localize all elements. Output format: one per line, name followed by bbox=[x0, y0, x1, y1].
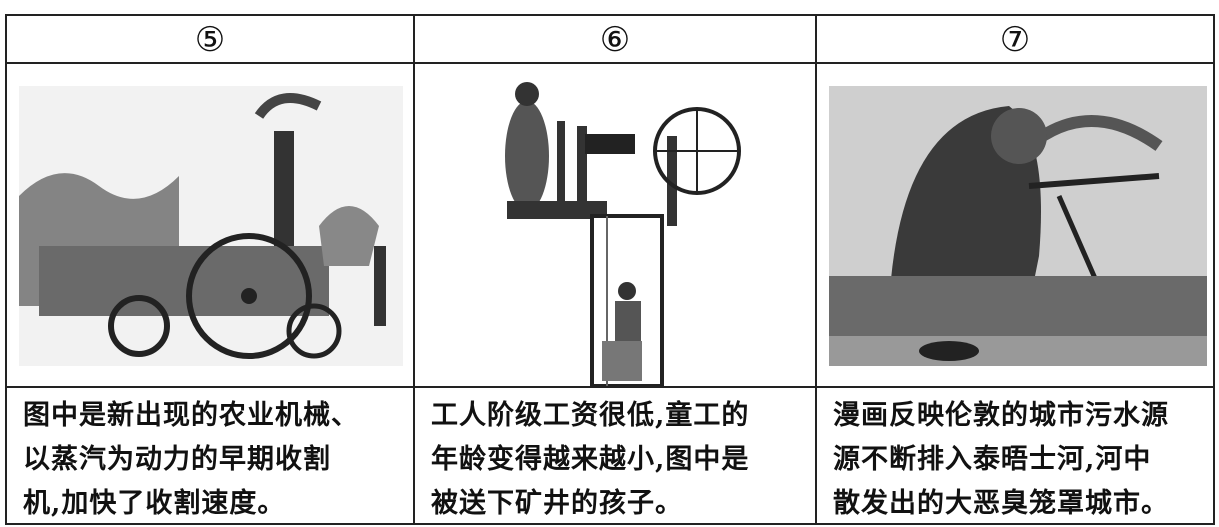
illustration bbox=[19, 86, 403, 366]
header-cell: ⑤ bbox=[194, 20, 226, 60]
illustration bbox=[505, 82, 741, 386]
caption: 图中是新出现的农业机械、 以蒸汽为动力的早期收割 机,加快了收割速度。 bbox=[7, 394, 413, 526]
column-divider bbox=[413, 16, 415, 523]
row-divider bbox=[7, 386, 1213, 388]
header-cell: ⑥ bbox=[599, 20, 631, 60]
caption-line: 散发出的大恶臭笼罩城市。 bbox=[833, 488, 1169, 519]
column-divider bbox=[815, 16, 817, 523]
caption-line: 漫画反映伦敦的城市污水源 bbox=[833, 400, 1169, 431]
row-divider bbox=[7, 62, 1213, 64]
caption-line: 年龄变得越来越小,图中是 bbox=[431, 444, 750, 475]
caption-line: 工人阶级工资很低,童工的 bbox=[431, 400, 750, 431]
header-cell: ⑦ bbox=[999, 20, 1031, 60]
caption-line: 机,加快了收割速度。 bbox=[23, 488, 286, 519]
caption: 漫画反映伦敦的城市污水源 源不断排入泰晤士河,河中 散发出的大恶臭笼罩城市。 bbox=[817, 394, 1213, 526]
caption-line: 被送下矿井的孩子。 bbox=[431, 488, 683, 519]
caption-line: 以蒸汽为动力的早期收割 bbox=[23, 444, 331, 475]
caption-line: 源不断排入泰晤士河,河中 bbox=[833, 444, 1152, 475]
caption-line: 图中是新出现的农业机械、 bbox=[23, 400, 359, 431]
table: ⑤ ⑥ ⑦ bbox=[5, 14, 1215, 525]
illustration bbox=[829, 86, 1207, 366]
caption: 工人阶级工资很低,童工的 年龄变得越来越小,图中是 被送下矿井的孩子。 bbox=[415, 394, 815, 526]
